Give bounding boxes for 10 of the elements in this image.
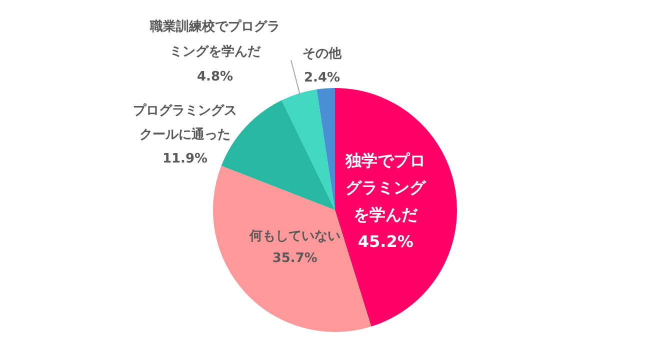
data-label: 45.2% [358, 232, 414, 251]
slice-label: 独学でプログラミングを学んだ [344, 150, 427, 224]
slice-label: プログラミングスクールに通った [133, 102, 237, 142]
slice-label: 何もしていない [248, 228, 340, 244]
data-label: 11.9% [162, 151, 208, 166]
slice-label: その他 [302, 46, 342, 62]
data-label: 2.4% [304, 70, 340, 86]
data-label: 4.8% [196, 69, 234, 84]
slice-label: 職業訓練校でプログラミングを学んだ [149, 18, 280, 60]
data-label: 35.7% [272, 250, 318, 266]
